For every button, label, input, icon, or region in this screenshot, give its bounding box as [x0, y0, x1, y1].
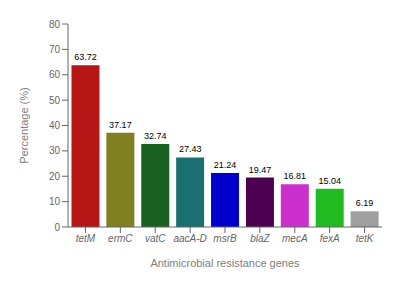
svg-text:fexA: fexA	[320, 233, 340, 244]
svg-text:32.74: 32.74	[144, 131, 167, 141]
svg-text:6.19: 6.19	[356, 198, 374, 208]
svg-text:50: 50	[49, 95, 61, 106]
svg-text:tetK: tetK	[356, 233, 375, 244]
svg-text:21.24: 21.24	[214, 160, 237, 170]
svg-text:37.17: 37.17	[109, 120, 132, 130]
svg-text:msrB: msrB	[213, 233, 237, 244]
svg-text:Percentage (%): Percentage (%)	[18, 87, 30, 163]
svg-text:80: 80	[49, 19, 61, 30]
svg-text:70: 70	[49, 44, 61, 55]
svg-text:19.47: 19.47	[249, 165, 272, 175]
svg-text:15.04: 15.04	[318, 176, 341, 186]
svg-text:10: 10	[49, 196, 61, 207]
svg-text:60: 60	[49, 69, 61, 80]
svg-text:vatC: vatC	[145, 233, 166, 244]
svg-text:63.72: 63.72	[74, 52, 97, 62]
svg-text:27.43: 27.43	[179, 144, 202, 154]
svg-text:aacA-D: aacA-D	[173, 233, 206, 244]
svg-text:16.81: 16.81	[284, 171, 307, 181]
svg-text:ermC: ermC	[108, 233, 133, 244]
svg-text:blaZ: blaZ	[250, 233, 270, 244]
svg-text:mecA: mecA	[282, 233, 308, 244]
svg-text:40: 40	[49, 120, 61, 131]
svg-text:Antimicrobial resistance genes: Antimicrobial resistance genes	[150, 257, 300, 269]
svg-text:0: 0	[54, 222, 60, 233]
svg-text:tetM: tetM	[76, 233, 96, 244]
svg-text:20: 20	[49, 171, 61, 182]
svg-text:30: 30	[49, 145, 61, 156]
